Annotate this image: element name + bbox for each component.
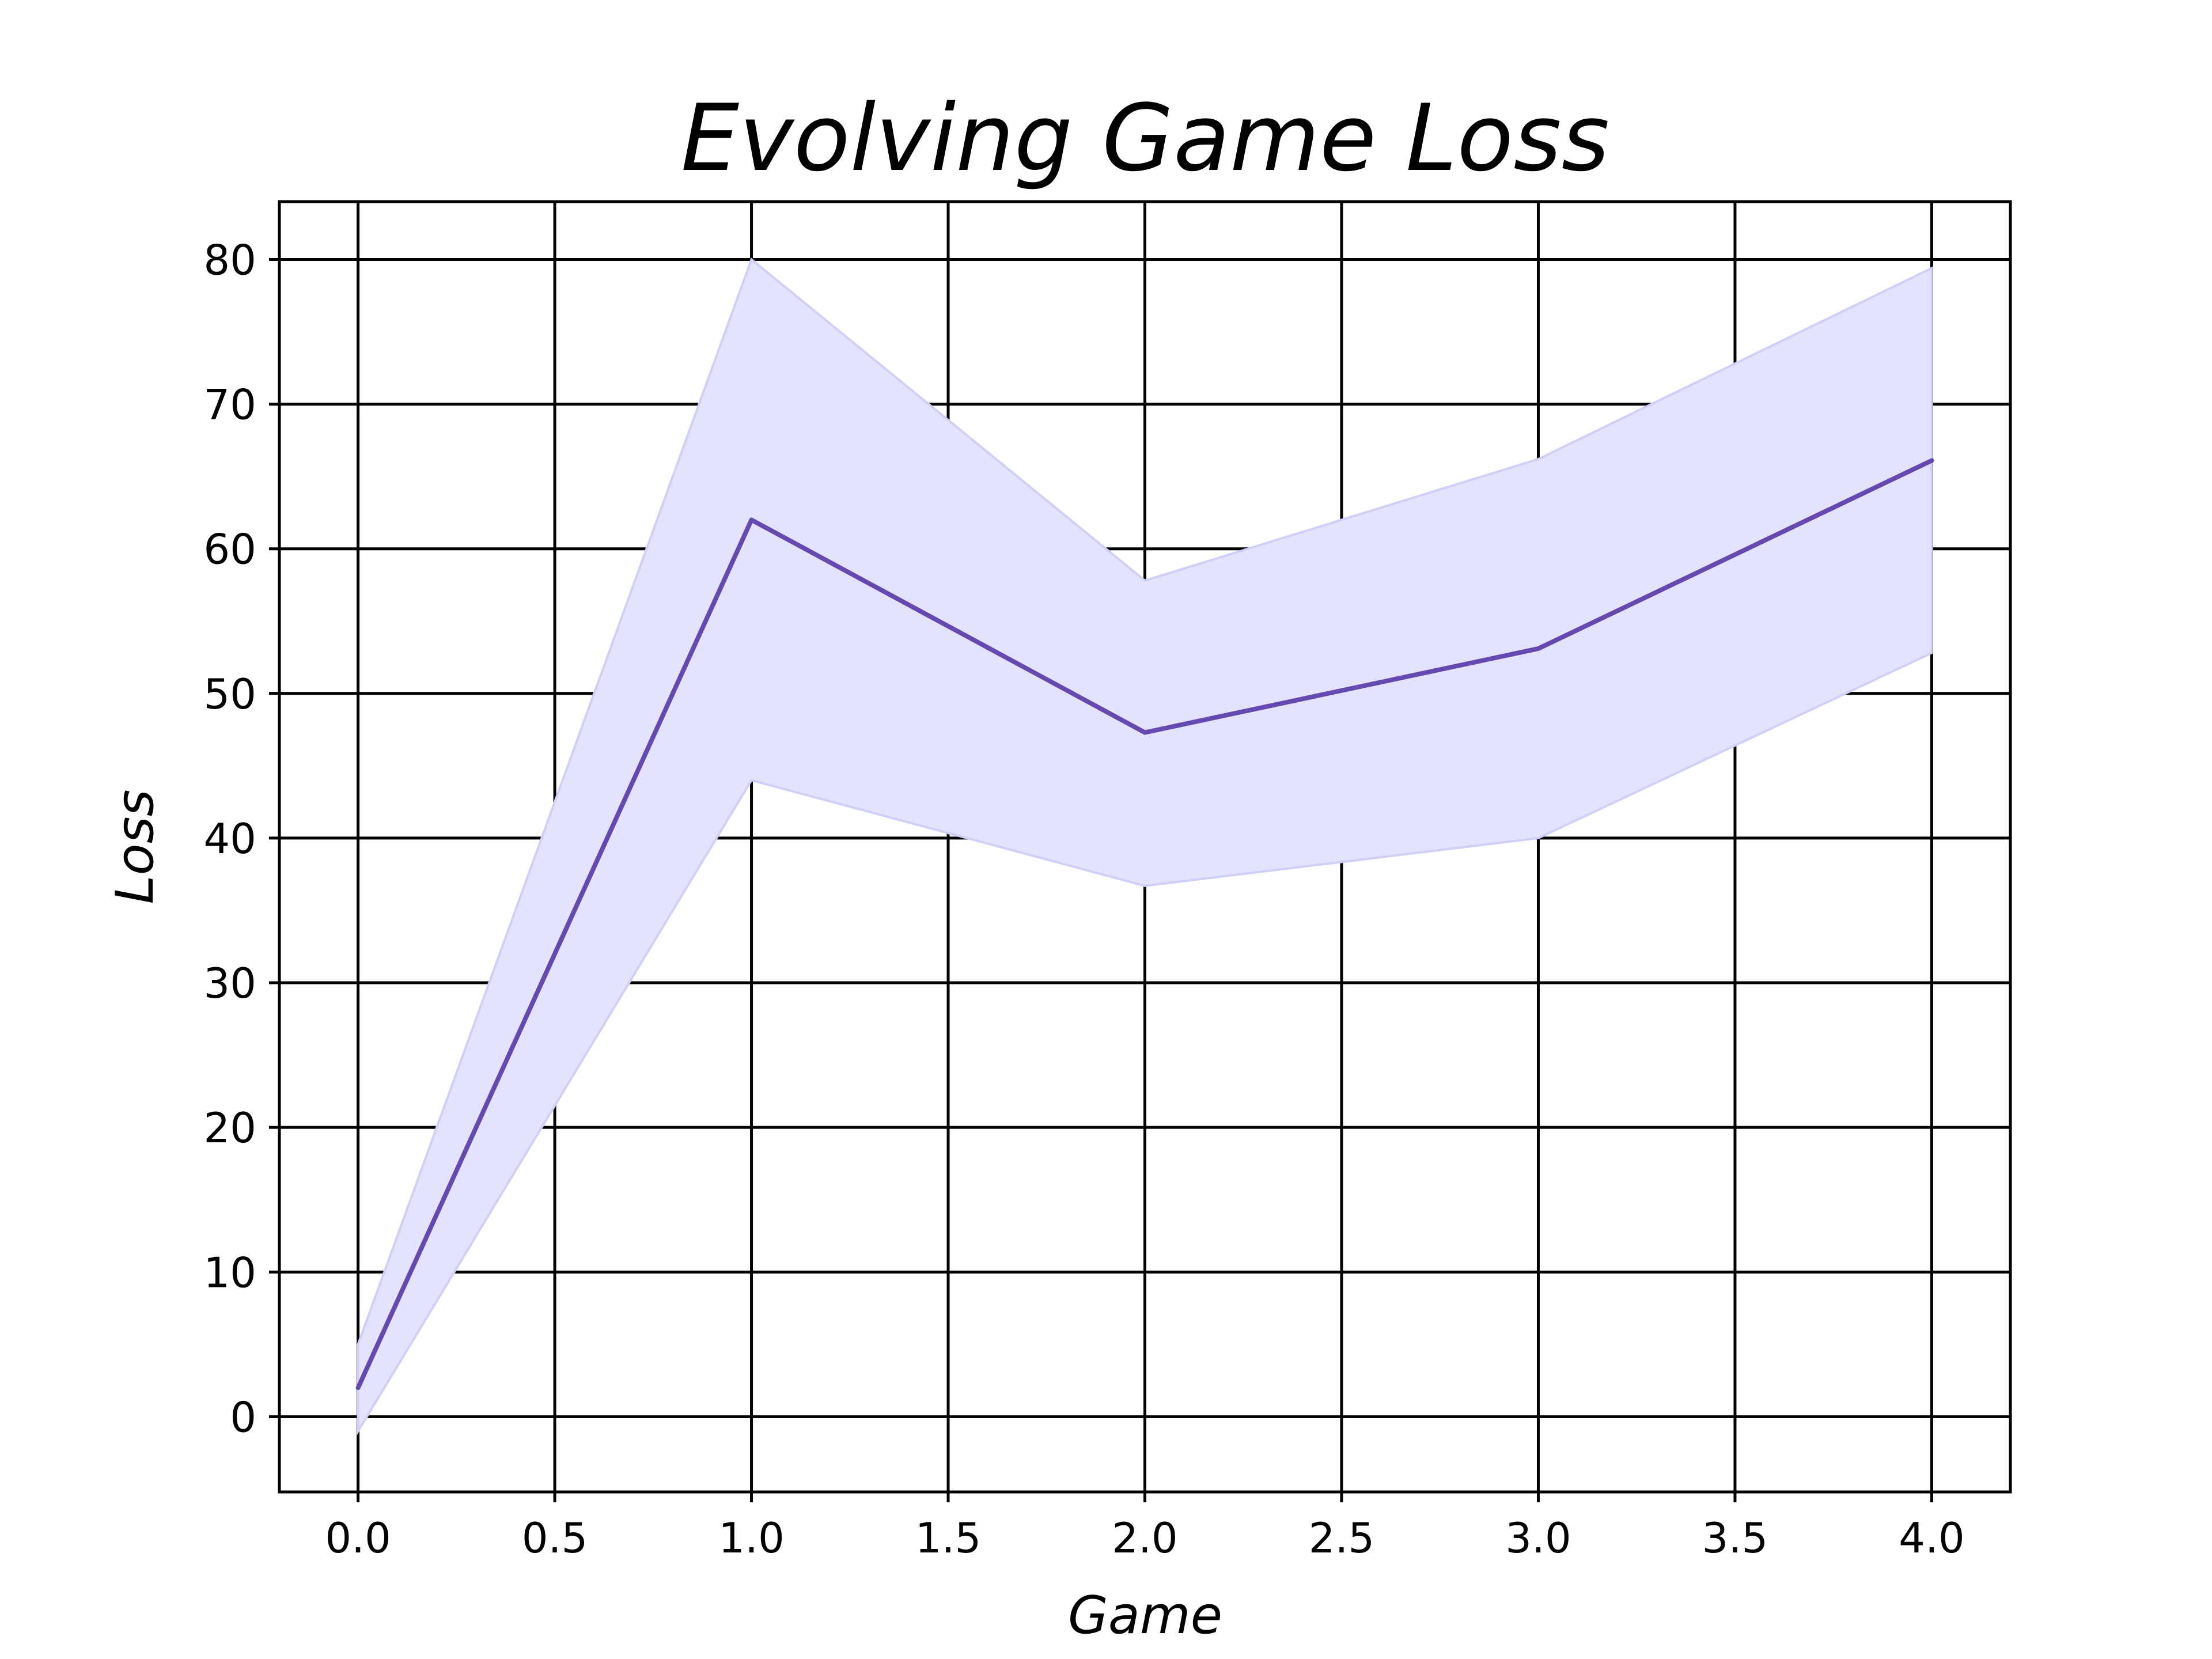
x-tick-label: 1.5 [915,1514,982,1562]
y-tick-label: 0 [230,1393,256,1441]
y-axis: 0 10 20 30 40 50 60 70 80 [203,236,279,1441]
x-axis: 0.0 0.5 1.0 1.5 2.0 2.5 3.0 3.5 4.0 [325,1492,1965,1562]
x-tick-label: 4.0 [1899,1514,1965,1562]
y-tick-label: 80 [203,236,256,284]
data-point [1931,460,1933,461]
x-tick-label: 2.0 [1112,1514,1178,1562]
confidence-band [357,257,1933,1435]
data-point [357,1387,359,1389]
y-tick-label: 20 [203,1104,256,1152]
y-tick-label: 40 [203,815,256,863]
y-tick-label: 60 [203,525,256,574]
x-tick-label: 2.5 [1309,1514,1375,1562]
y-tick-label: 10 [203,1248,256,1297]
y-tick-label: 70 [203,381,256,429]
x-axis-label: Game [1068,1585,1222,1646]
data-point [1537,647,1539,649]
x-tick-label: 3.0 [1505,1514,1571,1562]
confidence-band-group [357,257,1933,1435]
series-line-group [355,458,1934,1391]
x-tick-label: 0.0 [325,1514,391,1562]
y-tick-label: 50 [203,670,256,718]
x-tick-label: 1.0 [718,1514,785,1562]
y-axis-label: Loss [105,790,165,904]
chart-title: Evolving Game Loss [681,84,1609,192]
data-point [751,519,752,521]
x-tick-label: 3.5 [1702,1514,1768,1562]
data-point [1144,732,1146,733]
y-tick-label: 30 [203,959,256,1007]
x-tick-label: 0.5 [522,1514,588,1562]
